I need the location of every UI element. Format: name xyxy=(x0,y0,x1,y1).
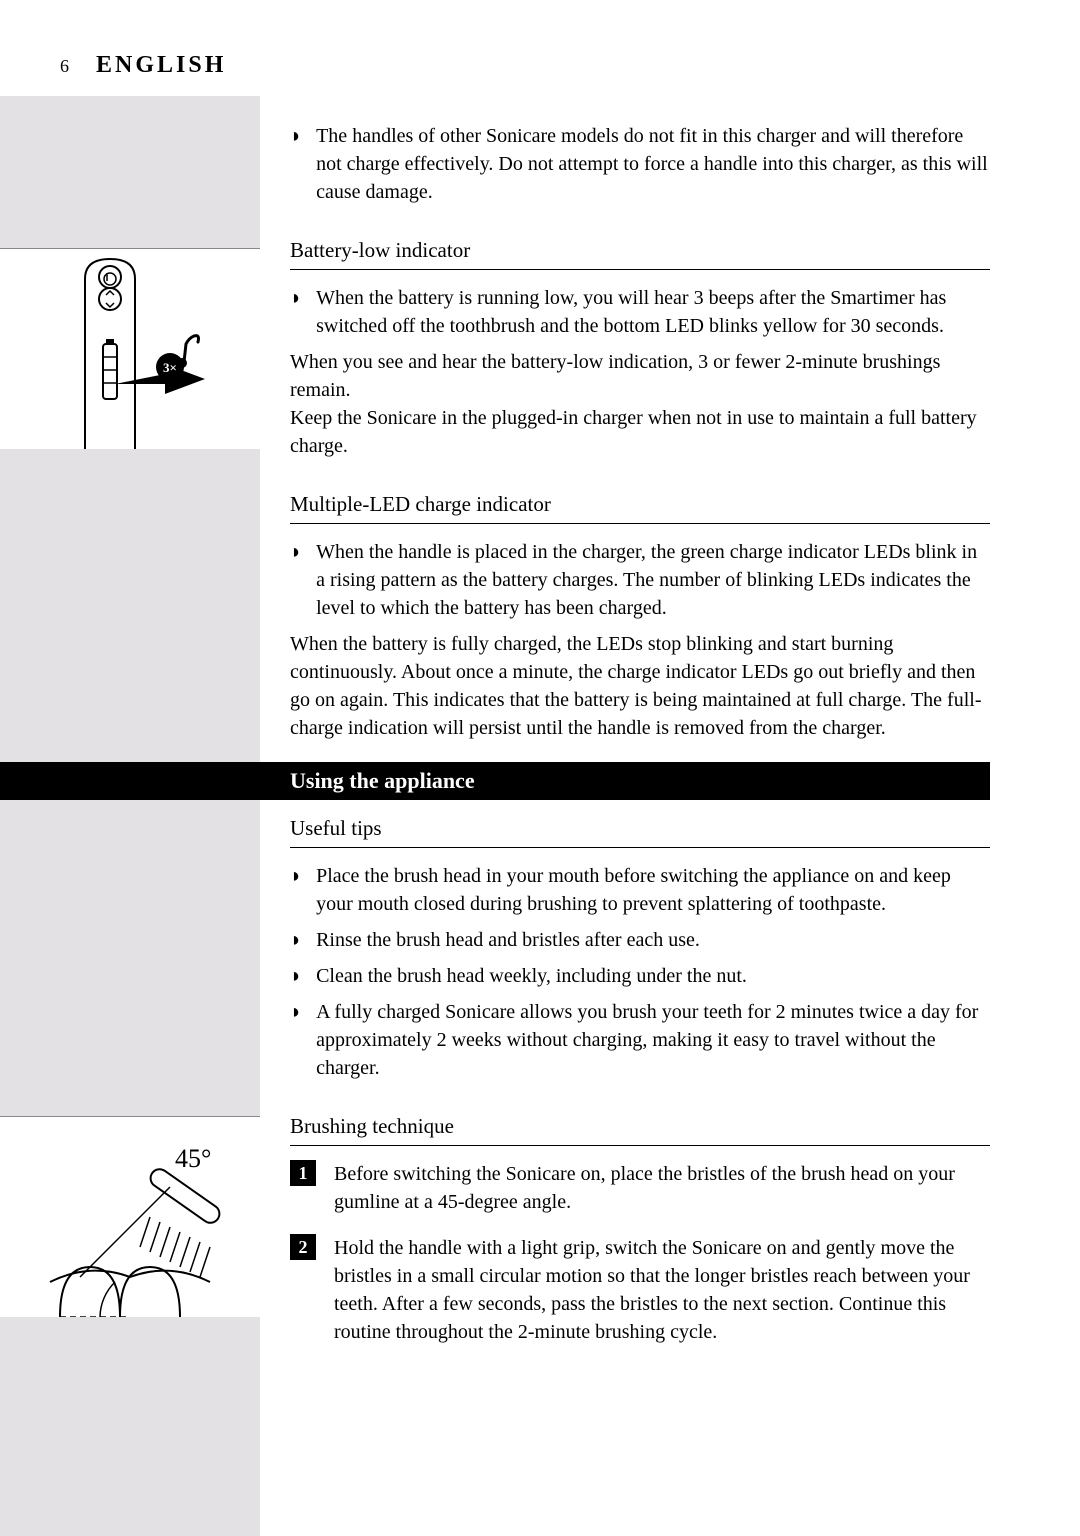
page-number: 6 xyxy=(60,56,69,77)
illustration-brushing-angle: 45° xyxy=(0,1116,260,1316)
bullet-icon: ◗ xyxy=(290,862,302,918)
page-header: ENGLISH xyxy=(96,52,226,79)
multi-led-para: When the battery is fully charged, the L… xyxy=(290,630,990,742)
beeps-badge: 3× xyxy=(163,360,177,375)
multi-led-bullet-text: When the handle is placed in the charger… xyxy=(316,538,990,622)
subheading-useful-tips: Useful tips xyxy=(290,808,990,848)
multi-led-bullet: ◗ When the handle is placed in the charg… xyxy=(290,538,990,622)
tip4-text: A fully charged Sonicare allows you brus… xyxy=(316,998,990,1082)
bullet-icon: ◗ xyxy=(290,538,302,622)
step-badge-2: 2 xyxy=(290,1234,316,1260)
tip1-text: Place the brush head in your mouth befor… xyxy=(316,862,990,918)
tip-4: ◗ A fully charged Sonicare allows you br… xyxy=(290,998,990,1082)
tip3-text: Clean the brush head weekly, including u… xyxy=(316,962,990,990)
bullet-icon: ◗ xyxy=(290,284,302,340)
intro-bullet: ◗ The handles of other Sonicare models d… xyxy=(290,122,990,206)
subheading-multi-led: Multiple-LED charge indicator xyxy=(290,484,990,524)
bullet-icon: ◗ xyxy=(290,926,302,954)
step2-text: Hold the handle with a light grip, switc… xyxy=(334,1234,990,1346)
battery-low-para1: When you see and hear the battery-low in… xyxy=(290,348,990,404)
step-badge-1: 1 xyxy=(290,1160,316,1186)
illustration-battery-low: 3× xyxy=(0,248,260,448)
intro-text: The handles of other Sonicare models do … xyxy=(316,122,990,206)
bullet-icon: ◗ xyxy=(290,962,302,990)
step1-text: Before switching the Sonicare on, place … xyxy=(334,1160,990,1216)
battery-low-para2: Keep the Sonicare in the plugged-in char… xyxy=(290,404,990,460)
main-column: ◗ The handles of other Sonicare models d… xyxy=(290,96,990,1364)
battery-low-bullet-text: When the battery is running low, you wil… xyxy=(316,284,990,340)
tip-1: ◗ Place the brush head in your mouth bef… xyxy=(290,862,990,918)
tip-3: ◗ Clean the brush head weekly, including… xyxy=(290,962,990,990)
tip2-text: Rinse the brush head and bristles after … xyxy=(316,926,990,954)
section-heading: Using the appliance xyxy=(0,762,990,800)
subheading-battery-low: Battery-low indicator xyxy=(290,230,990,270)
tip-2: ◗ Rinse the brush head and bristles afte… xyxy=(290,926,990,954)
step-1: 1 Before switching the Sonicare on, plac… xyxy=(290,1160,990,1216)
bullet-icon: ◗ xyxy=(290,122,302,206)
subheading-brushing: Brushing technique xyxy=(290,1106,990,1146)
bullet-icon: ◗ xyxy=(290,998,302,1082)
angle-label: 45° xyxy=(175,1144,211,1173)
step-2: 2 Hold the handle with a light grip, swi… xyxy=(290,1234,990,1346)
battery-low-bullet: ◗ When the battery is running low, you w… xyxy=(290,284,990,340)
